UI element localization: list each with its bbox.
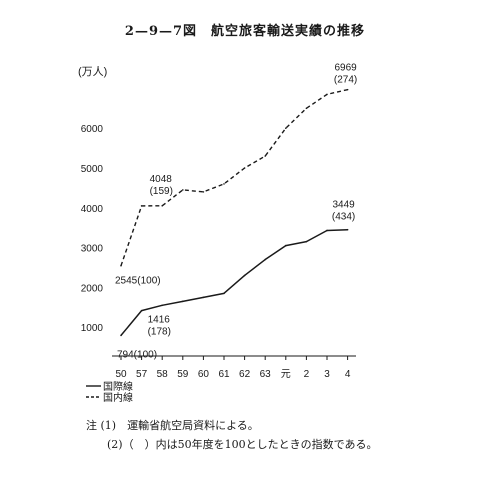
x-tick-label: 58 <box>157 369 169 380</box>
data-label: (159) <box>150 186 173 197</box>
x-tick-label: 61 <box>218 369 230 380</box>
x-tick-label: 3 <box>324 369 330 380</box>
data-point <box>161 205 163 207</box>
data-point <box>182 300 184 303</box>
data-label: 3449 <box>332 200 355 211</box>
data-point <box>346 88 349 91</box>
data-label: (178) <box>148 327 171 338</box>
y-tick-label: 2000 <box>81 283 104 294</box>
data-point <box>264 155 267 157</box>
data-point <box>243 274 246 277</box>
data-label: 6969 <box>334 63 357 74</box>
note-2: (2)（ ）内は50年度を100としたときの指数である。 <box>107 438 378 451</box>
data-point <box>346 228 349 231</box>
chart-title: 2—9—7図 航空旅客輸送実績の推移 <box>124 24 366 39</box>
data-label: 4048 <box>150 174 173 185</box>
data-label: 794(100) <box>117 349 157 360</box>
data-point <box>305 107 308 110</box>
data-label: 2545(100) <box>115 276 161 287</box>
y-tick-label: 3000 <box>81 244 104 255</box>
line-chart: (万人) 1000 2000 3000 4000 5000 6000 50 57 58 59 60 61… <box>78 63 357 404</box>
note-1: 注 (1) 運輸省航空局資料による。 <box>86 419 259 432</box>
data-point <box>161 304 163 307</box>
x-tick-label: 62 <box>239 369 251 380</box>
data-point <box>140 309 143 312</box>
x-tick-label: 57 <box>136 369 148 380</box>
y-tick-label: 6000 <box>81 124 104 135</box>
x-tick-label: 2 <box>304 369 310 380</box>
y-tick-label: 4000 <box>81 204 104 215</box>
legend-label: 国際線 <box>103 380 133 393</box>
data-point <box>202 191 205 193</box>
data-label: 1416 <box>148 315 171 326</box>
x-tick-label: 50 <box>115 369 127 380</box>
series-line-domestic <box>120 88 348 266</box>
data-point <box>243 167 246 169</box>
x-tick-label: 元 <box>281 369 291 380</box>
x-tick-label: 60 <box>198 369 210 380</box>
data-point <box>305 240 308 243</box>
series-line-international <box>120 228 348 336</box>
data-point <box>202 296 205 299</box>
y-tick-label: 1000 <box>81 323 104 334</box>
y-axis-label: (万人) <box>78 65 107 78</box>
data-point <box>223 292 225 295</box>
data-point <box>264 258 267 261</box>
y-tick-label: 5000 <box>81 164 104 175</box>
data-point <box>140 205 143 207</box>
x-tick-label: 63 <box>260 369 272 380</box>
data-point <box>182 189 184 191</box>
data-label: (274) <box>334 75 357 86</box>
data-point <box>285 244 287 247</box>
data-label: (434) <box>332 212 355 223</box>
x-tick-label: 59 <box>177 369 189 380</box>
data-point <box>120 264 122 267</box>
chart-notes: 注 (1) 運輸省航空局資料による。 (2)（ ）内は50年度を100としたとき… <box>86 416 377 454</box>
data-point <box>326 93 328 96</box>
x-tick-label: 4 <box>345 369 351 380</box>
data-point <box>223 183 225 185</box>
data-point <box>120 334 122 337</box>
legend-label: 国内線 <box>103 391 133 404</box>
data-point <box>326 229 328 232</box>
data-point <box>285 127 287 129</box>
